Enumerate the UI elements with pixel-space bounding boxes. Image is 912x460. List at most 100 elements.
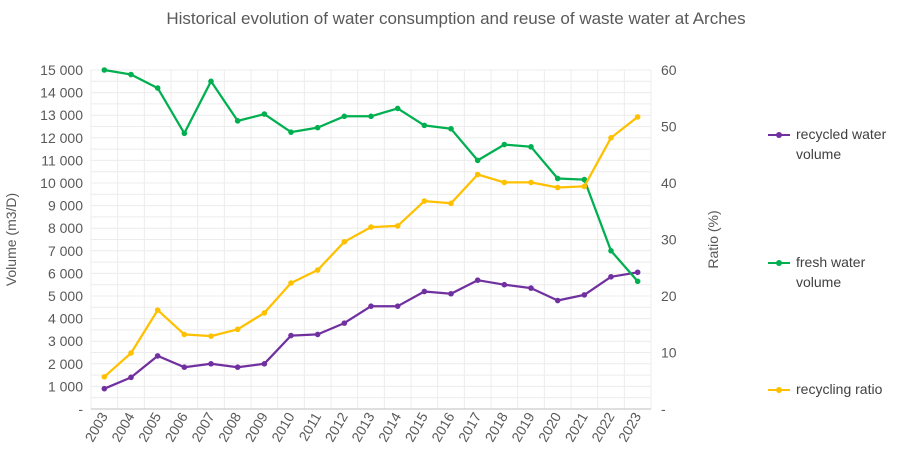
data-point-fresh-water-volume	[448, 125, 454, 132]
series-line-recycled-water-volume	[103, 271, 639, 390]
data-point-recycled-water-volume	[234, 364, 241, 370]
y-tick-label: 3 000	[48, 333, 83, 349]
data-point-fresh-water-volume	[581, 176, 588, 183]
y-tick-label: 8 000	[48, 220, 83, 236]
data-point-recycled-water-volume	[368, 303, 374, 309]
x-tick-label: 2022	[588, 409, 618, 444]
data-point-fresh-water-volume	[474, 157, 481, 164]
data-point-recycling-ratio	[528, 179, 534, 186]
data-point-recycling-ratio	[154, 307, 161, 313]
y2-tick-label: 10	[661, 345, 677, 361]
data-point-recycled-water-volume	[261, 361, 268, 367]
data-point-fresh-water-volume	[528, 144, 534, 150]
data-point-recycled-water-volume	[341, 320, 348, 326]
data-point-fresh-water-volume	[181, 130, 188, 137]
y-tick-label: 14 000	[40, 85, 83, 101]
data-point-recycling-ratio	[394, 223, 401, 229]
legend-swatch-ratio	[768, 383, 790, 397]
data-point-recycled-water-volume	[421, 288, 428, 295]
y2-tick-label: 50	[661, 119, 677, 135]
data-point-recycling-ratio	[208, 333, 214, 339]
x-tick-label: 2006	[161, 409, 191, 444]
data-point-recycled-water-volume	[101, 385, 108, 392]
data-point-fresh-water-volume	[368, 113, 374, 120]
data-point-recycling-ratio	[234, 326, 241, 333]
y2-tick-label: 60	[661, 62, 677, 78]
data-point-recycling-ratio	[421, 198, 428, 204]
gridlines	[90, 69, 652, 409]
y-axis-title: Volume (m3/D)	[3, 193, 19, 286]
data-point-fresh-water-volume	[261, 111, 268, 117]
y2-tick-label: 20	[661, 288, 677, 304]
data-point-fresh-water-volume	[421, 122, 428, 129]
data-point-fresh-water-volume	[608, 248, 614, 254]
x-tick-label: 2017	[455, 409, 485, 444]
chart-title: Historical evolution of water consumptio…	[166, 9, 746, 28]
data-point-fresh-water-volume	[128, 71, 134, 78]
data-point-recycling-ratio	[501, 179, 508, 186]
y-tick-label: 7 000	[48, 243, 83, 259]
data-point-fresh-water-volume	[154, 85, 161, 91]
data-point-recycling-ratio	[634, 114, 641, 120]
series-line-recycling-ratio	[103, 115, 639, 378]
x-tick-label: 2004	[108, 409, 138, 444]
data-point-recycling-ratio	[288, 280, 294, 286]
data-point-fresh-water-volume	[101, 67, 108, 73]
data-point-recycling-ratio	[128, 350, 134, 356]
x-tick-label: 2008	[215, 409, 245, 444]
data-point-recycling-ratio	[101, 373, 108, 380]
y2-tick-label: 40	[661, 175, 677, 191]
data-point-recycled-water-volume	[554, 297, 561, 304]
data-point-recycled-water-volume	[528, 285, 534, 291]
data-point-recycling-ratio	[181, 331, 188, 338]
series-group	[101, 67, 641, 392]
y2-tick-label: 30	[661, 232, 677, 248]
y-tick-label: 12 000	[40, 130, 83, 146]
x-tick-label: 2005	[135, 409, 165, 444]
y-tick-label: 4 000	[48, 311, 83, 327]
y-tick-label: 6 000	[48, 265, 83, 281]
legend-swatch-fresh	[768, 256, 790, 270]
x-tick-label: 2011	[295, 409, 324, 443]
legend-item-fresh-water-volume[interactable]: fresh water volume	[768, 254, 896, 292]
data-point-recycling-ratio	[554, 184, 561, 191]
y-tick-label: -	[78, 401, 83, 417]
y2-tick-label: -	[661, 401, 666, 417]
data-point-fresh-water-volume	[341, 113, 348, 120]
legend-label-recycled: recycled water volume	[796, 126, 887, 162]
x-tick-label: 2014	[375, 409, 405, 444]
legend-swatch-recycled	[768, 128, 790, 142]
data-point-recycling-ratio	[474, 171, 481, 178]
data-point-fresh-water-volume	[314, 124, 321, 131]
legend-item-recycling-ratio[interactable]: recycling ratio	[768, 381, 912, 399]
x-tick-label: 2018	[481, 409, 511, 444]
x-tick-label: 2007	[188, 409, 218, 444]
data-point-fresh-water-volume	[234, 118, 241, 124]
y2-axis-title: Ratio (%)	[705, 210, 721, 268]
x-tick-label: 2021	[561, 409, 591, 444]
data-point-fresh-water-volume	[501, 141, 508, 148]
data-point-recycling-ratio	[261, 310, 268, 316]
data-point-recycled-water-volume	[154, 353, 161, 359]
x-tick-label: 2003	[81, 409, 111, 444]
y-tick-label: 9 000	[48, 198, 83, 214]
data-point-recycled-water-volume	[634, 269, 641, 276]
data-point-recycled-water-volume	[288, 332, 294, 339]
x-tick-label: 2023	[615, 409, 645, 444]
x-tick-label: 2016	[428, 409, 458, 444]
y-tick-label: 15 000	[40, 62, 83, 78]
data-point-recycled-water-volume	[501, 281, 508, 288]
legend-item-recycled-water-volume[interactable]: recycled water volume	[768, 126, 896, 164]
y-tick-label: 11 000	[41, 152, 83, 168]
data-point-recycled-water-volume	[448, 290, 454, 297]
data-point-recycling-ratio	[314, 267, 321, 273]
y-tick-label: 10 000	[40, 175, 83, 191]
data-point-recycled-water-volume	[314, 331, 321, 338]
series-line-fresh-water-volume	[103, 68, 639, 283]
y-tick-label: 5 000	[48, 288, 83, 304]
x-tick-label: 2019	[508, 409, 538, 444]
data-point-recycling-ratio	[581, 183, 588, 190]
x-tick-label: 2009	[241, 409, 271, 444]
data-point-recycling-ratio	[448, 200, 454, 207]
